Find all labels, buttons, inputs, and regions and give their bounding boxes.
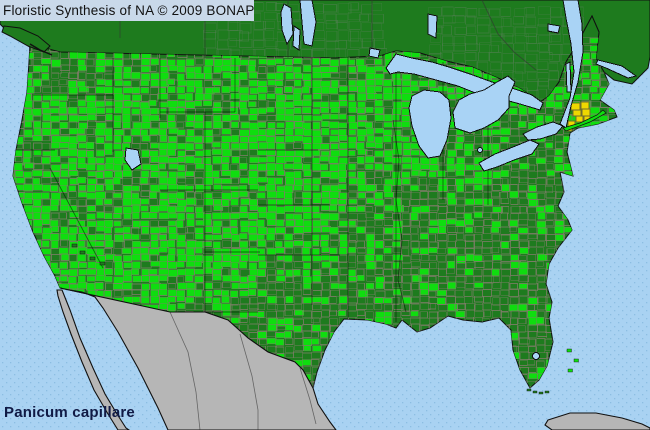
lake-huron (452, 75, 516, 134)
map-title: Floristic Synthesis of NA © 2009 BONAP (0, 0, 254, 21)
species-name-label: Panicum capillare (4, 404, 135, 421)
lake-michigan (408, 89, 452, 159)
yellow-county (572, 109, 582, 117)
mexico-state-borders (169, 311, 317, 430)
islands-layer (1, 25, 607, 395)
state-borders (13, 52, 489, 322)
puget-sound-inlets (29, 43, 53, 56)
channel-island (79, 250, 86, 255)
yellow-county (570, 102, 581, 111)
lake-okeechobee (532, 352, 540, 360)
lake-champlain (565, 61, 572, 93)
yellow-county (575, 115, 584, 123)
florida-key (544, 390, 550, 394)
cuba-landmass (544, 412, 650, 430)
bahamas-island (567, 368, 573, 373)
lake-nipigon (427, 13, 438, 39)
lake-saltlake (124, 147, 142, 171)
lake-manitoba (292, 25, 301, 51)
baja-peninsula (56, 289, 130, 430)
lake-woods (368, 47, 381, 59)
channel-island (89, 256, 96, 261)
channel-island (71, 243, 78, 248)
florida-key (526, 388, 532, 392)
lake-stjean (547, 23, 561, 34)
uncovered-land (56, 287, 650, 430)
mexico-landmass (59, 287, 337, 430)
lakes-layer (124, 0, 638, 360)
yellow-county (580, 101, 590, 110)
lake-fundy (595, 59, 638, 79)
channel-island (99, 261, 106, 266)
florida-key (532, 390, 538, 394)
lake-ontario (522, 121, 564, 141)
bahamas-island (566, 348, 572, 353)
florida-key (538, 391, 544, 395)
lake-stlawrence (559, 0, 584, 129)
lake-erie (478, 139, 540, 172)
lake-winnipeg (299, 0, 317, 47)
long-island (562, 109, 607, 132)
lake-stclair (477, 147, 483, 153)
lake-winnipegosis (280, 3, 294, 46)
bahamas-island (573, 358, 579, 363)
yellow-county (581, 108, 591, 117)
